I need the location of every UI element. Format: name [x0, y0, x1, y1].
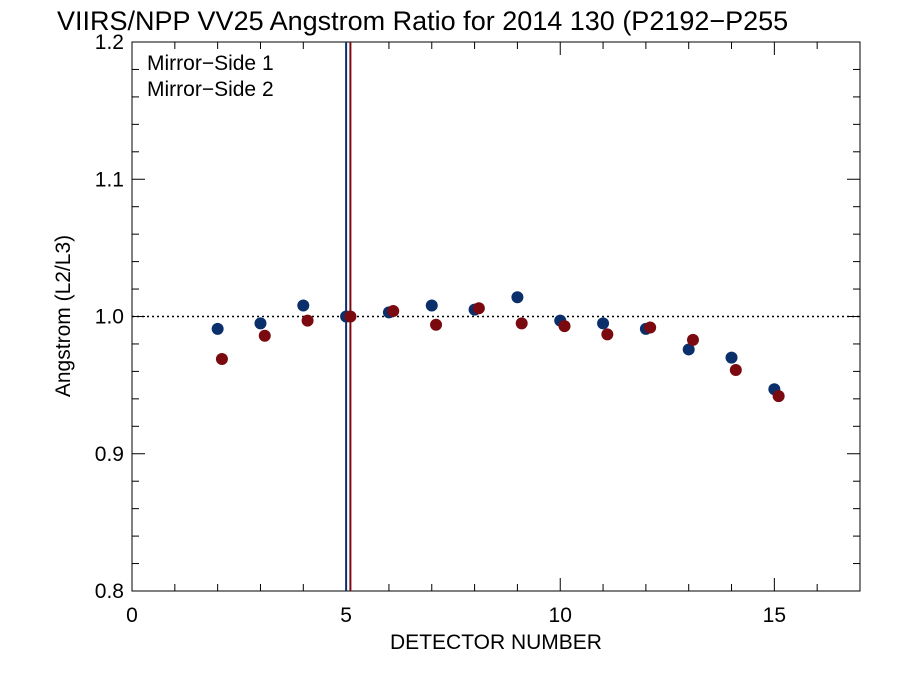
data-point-series-2 [215, 353, 228, 366]
data-point-series-2 [258, 329, 271, 342]
y-tick-label: 0.9 [95, 443, 124, 466]
x-axis-label: DETECTOR NUMBER [390, 631, 602, 654]
legend-entry-mirror-side-2: Mirror−Side 2 [147, 78, 274, 101]
x-tick-label: 0 [126, 604, 138, 627]
y-axis-label: Angstrom (L2/L3) [52, 235, 75, 397]
data-point-series-1 [254, 317, 267, 330]
data-point-series-2 [558, 320, 571, 333]
y-tick-label: 0.8 [95, 580, 124, 603]
data-point-series-2 [301, 314, 314, 327]
data-point-series-1 [725, 351, 738, 364]
x-tick-labels: 0 5 10 15 [126, 604, 786, 627]
plot-frame [131, 41, 861, 592]
y-tick-label: 1.0 [95, 306, 124, 329]
data-point-series-1 [211, 322, 224, 335]
data-points [211, 291, 785, 403]
data-point-series-2 [772, 390, 785, 403]
y-tick-label: 1.1 [95, 168, 124, 191]
data-point-series-2 [644, 321, 657, 334]
data-point-series-2 [387, 305, 400, 318]
x-tick-label: 15 [763, 604, 786, 627]
data-point-series-2 [472, 302, 485, 315]
y-tick-labels: 0.8 0.9 1.0 1.1 1.2 [95, 31, 124, 603]
legend: Mirror−Side 1 Mirror−Side 2 [147, 52, 274, 101]
chart-title: VIIRS/NPP VV25 Angstrom Ratio for 2014 1… [57, 6, 788, 36]
data-point-series-1 [425, 299, 438, 312]
data-point-series-2 [344, 310, 357, 323]
data-point-series-2 [686, 333, 699, 346]
y-axis-ticks [132, 41, 860, 592]
data-point-series-2 [601, 328, 614, 341]
x-tick-label: 5 [340, 604, 352, 627]
y-tick-label: 1.2 [95, 31, 124, 54]
data-point-series-1 [297, 299, 310, 312]
data-point-series-1 [682, 343, 695, 356]
data-point-series-2 [515, 317, 528, 330]
legend-entry-mirror-side-1: Mirror−Side 1 [147, 52, 274, 75]
data-point-series-2 [729, 364, 742, 377]
x-axis-ticks [131, 42, 861, 591]
data-point-series-1 [597, 317, 610, 330]
data-point-series-2 [430, 318, 443, 331]
data-point-series-1 [511, 291, 524, 304]
x-tick-label: 10 [549, 604, 572, 627]
